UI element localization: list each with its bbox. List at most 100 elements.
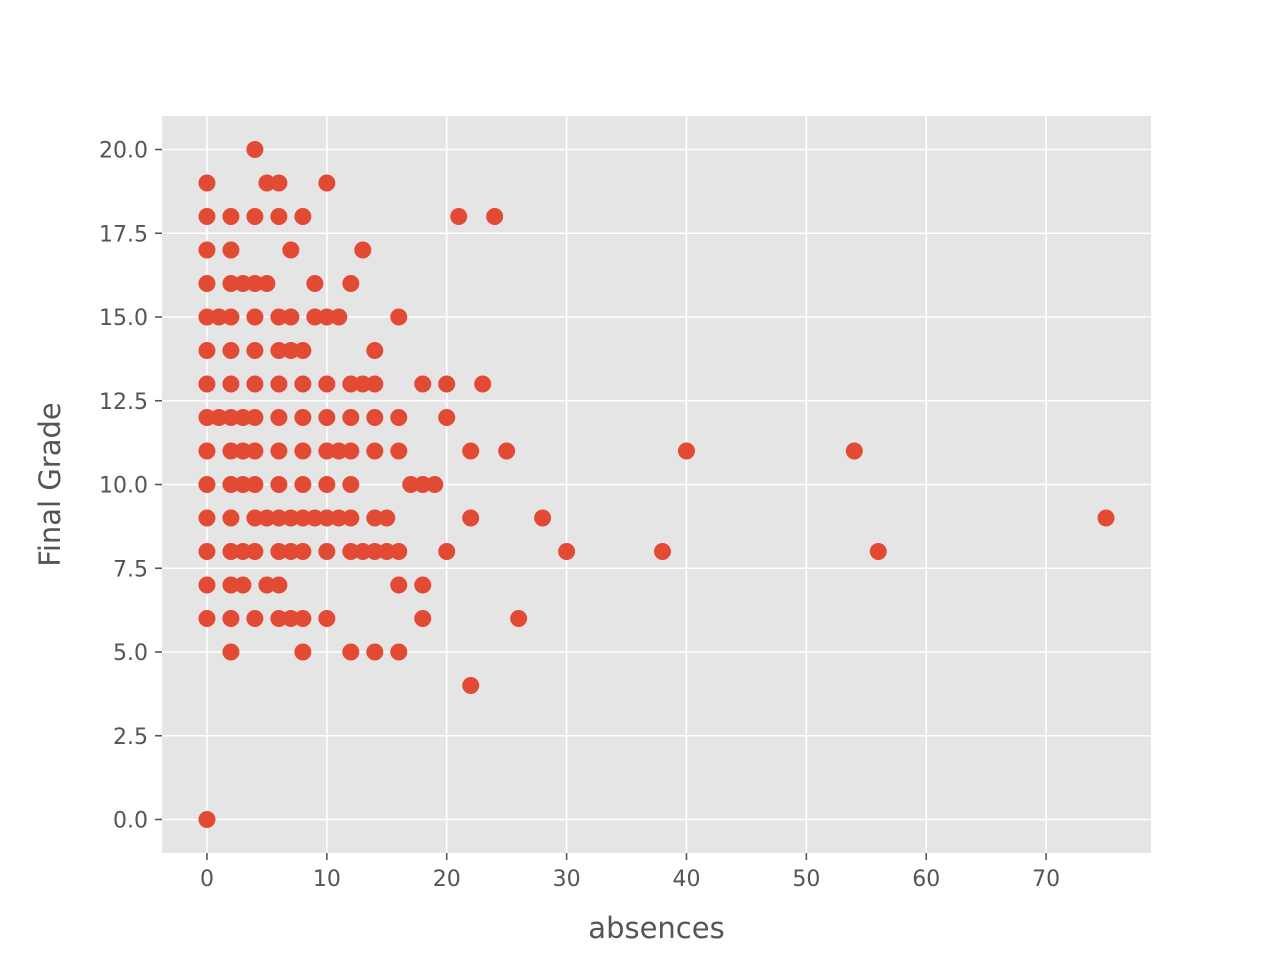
data-point <box>234 476 252 493</box>
data-point <box>390 543 408 560</box>
data-point <box>282 610 300 627</box>
data-point <box>222 342 240 359</box>
data-point <box>258 174 276 192</box>
data-point <box>222 610 240 627</box>
y-axis-ticks: 0.0 2.5 5.0 7.5 10.0 12.5 15.0 17.5 20.0 <box>99 139 162 834</box>
data-point <box>270 543 288 560</box>
y-tick-label: 15.0 <box>99 306 148 331</box>
data-point <box>366 509 384 527</box>
data-point <box>222 476 240 493</box>
data-point <box>366 342 384 359</box>
data-point <box>294 610 312 627</box>
data-point <box>282 342 300 359</box>
data-point <box>653 543 671 560</box>
data-point <box>498 442 516 460</box>
data-point <box>222 208 240 225</box>
data-point <box>222 375 240 393</box>
data-point <box>246 275 264 292</box>
data-point <box>306 509 324 527</box>
data-point <box>246 308 264 326</box>
data-point <box>198 610 216 627</box>
data-point <box>390 308 408 326</box>
y-tick-label: 10.0 <box>99 474 148 499</box>
data-point <box>294 543 312 560</box>
y-tick-label: 0.0 <box>113 809 148 834</box>
data-point <box>486 208 504 225</box>
data-point <box>258 509 276 527</box>
data-point <box>558 543 576 560</box>
data-point <box>306 308 324 326</box>
data-point <box>426 476 444 493</box>
data-point <box>270 342 288 359</box>
data-point <box>318 543 336 560</box>
data-point <box>246 509 264 527</box>
data-point <box>234 409 252 426</box>
data-point <box>270 208 288 225</box>
data-point <box>222 576 240 594</box>
data-point <box>234 576 252 594</box>
data-point <box>378 543 396 560</box>
data-point <box>306 275 324 292</box>
data-point <box>222 241 240 259</box>
data-point <box>354 375 372 393</box>
data-point <box>414 576 432 594</box>
data-point <box>342 442 360 460</box>
data-point <box>534 509 552 527</box>
data-point <box>246 442 264 460</box>
x-tick-label: 40 <box>672 867 700 892</box>
data-point <box>342 543 360 560</box>
y-tick-label: 5.0 <box>113 641 148 666</box>
data-point <box>342 476 360 493</box>
data-point <box>342 509 360 527</box>
data-point <box>258 576 276 594</box>
data-point <box>198 509 216 527</box>
data-point <box>198 476 216 493</box>
x-tick-label: 0 <box>200 867 214 892</box>
data-point <box>318 174 336 192</box>
data-point <box>330 308 348 326</box>
data-point <box>390 643 408 661</box>
data-point <box>366 643 384 661</box>
data-point <box>294 643 312 661</box>
data-point <box>438 409 456 426</box>
data-point <box>270 409 288 426</box>
y-tick-label: 17.5 <box>99 222 148 247</box>
x-axis-ticks: 0 10 20 30 40 50 60 70 <box>200 853 1060 892</box>
data-point <box>246 543 264 560</box>
data-point <box>354 543 372 560</box>
data-point <box>366 375 384 393</box>
y-axis-label: Final Grade <box>33 402 67 566</box>
data-point <box>342 375 360 393</box>
data-point <box>414 610 432 627</box>
data-point <box>414 476 432 493</box>
data-point <box>294 409 312 426</box>
x-tick-label: 50 <box>792 867 820 892</box>
data-point <box>198 241 216 259</box>
data-point <box>258 275 276 292</box>
data-point <box>330 442 348 460</box>
data-point <box>246 409 264 426</box>
data-point <box>462 509 480 527</box>
data-point <box>222 509 240 527</box>
data-point <box>450 208 468 225</box>
data-point <box>198 342 216 359</box>
data-point <box>390 442 408 460</box>
data-point <box>282 308 300 326</box>
data-point <box>234 543 252 560</box>
data-point <box>294 476 312 493</box>
data-point <box>270 442 288 460</box>
data-point <box>246 208 264 225</box>
data-point <box>462 677 480 694</box>
x-axis-label: absences <box>588 911 724 945</box>
data-point <box>294 342 312 359</box>
data-point <box>222 409 240 426</box>
data-point <box>270 509 288 527</box>
data-point <box>342 275 360 292</box>
data-point <box>354 241 372 259</box>
grid-lines <box>162 116 1151 853</box>
data-point <box>198 208 216 225</box>
data-point <box>294 509 312 527</box>
data-point <box>282 241 300 259</box>
x-tick-label: 20 <box>433 867 461 892</box>
